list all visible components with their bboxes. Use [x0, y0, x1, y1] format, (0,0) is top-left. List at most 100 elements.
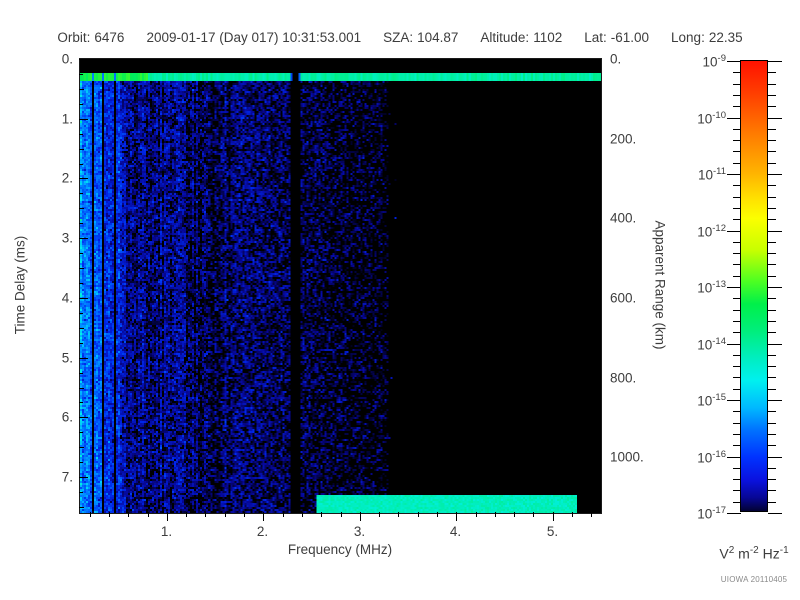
- ionogram-plot-area: [79, 58, 602, 514]
- x-tick-label: 1.: [160, 524, 173, 539]
- colorbar-tick-minor: [768, 365, 776, 367]
- colorbar-label-mantissa: 10: [697, 166, 713, 182]
- y-tick-right-minor: [596, 416, 601, 418]
- colorbar-label-exponent: -9: [717, 52, 726, 64]
- y-tick-left-minor: [79, 506, 84, 508]
- unit-v: V: [719, 545, 729, 562]
- x-tick-minor: [243, 512, 245, 517]
- colorbar-tick-major: [768, 343, 782, 345]
- y-tick-left-minor: [79, 401, 83, 403]
- y-tick-right-minor: [596, 177, 601, 179]
- x-tick-major: [552, 512, 554, 521]
- y-tick-label-right: 400.: [610, 210, 637, 225]
- colorbar-label-mantissa: 10: [697, 449, 713, 465]
- y-tick-label-left: 7.: [61, 469, 73, 484]
- colorbar-tick-label: 10-14: [686, 335, 726, 352]
- y-tick-left-minor: [79, 342, 83, 344]
- y-tick-label-left: 5.: [61, 350, 73, 365]
- x-tick-minor: [397, 512, 399, 517]
- colorbar-label-exponent: -13: [712, 278, 726, 290]
- colorbar-tick-minor: [768, 501, 776, 503]
- colorbar-tick-minor: [733, 320, 741, 322]
- colorbar-tick-minor: [733, 105, 741, 107]
- colorbar-label-mantissa: 10: [697, 336, 713, 352]
- x-tick-minor: [475, 512, 477, 517]
- colorbar-tick-major: [727, 173, 741, 175]
- y-tick-right-major: [592, 377, 601, 379]
- colorbar-tick-major: [768, 117, 782, 119]
- colorbar-tick-minor: [768, 297, 776, 299]
- x-tick-major: [166, 512, 168, 521]
- colorbar-tick-minor: [733, 207, 741, 209]
- y-tick-label-left: 0.: [61, 51, 73, 66]
- colorbar-tick-minor: [733, 297, 741, 299]
- y-tick-left-minor: [79, 461, 83, 463]
- y-tick-left-minor: [79, 73, 83, 75]
- y-tick-left-minor: [79, 133, 83, 135]
- y-tick-left-minor: [79, 103, 83, 105]
- colorbar-tick-minor: [733, 139, 741, 141]
- y-tick-left-minor: [79, 387, 84, 389]
- colorbar-tick-minor: [768, 388, 776, 390]
- colorbar-tick-minor: [768, 309, 776, 311]
- y-tick-label-right: 600.: [610, 290, 637, 305]
- header-field-label: Orbit:: [57, 30, 91, 45]
- y-tick-left-major: [79, 416, 88, 418]
- y-tick-left-minor: [79, 88, 84, 90]
- y-tick-left-minor: [79, 431, 83, 433]
- colorbar-tick-minor: [733, 309, 741, 311]
- colorbar-label-mantissa: 10: [702, 53, 718, 69]
- colorbar-tick-minor: [733, 275, 741, 277]
- y-tick-label-left: 3.: [61, 230, 73, 245]
- colorbar-tick-minor: [733, 252, 741, 254]
- colorbar-label-exponent: -15: [712, 391, 726, 403]
- y-tick-left-minor: [79, 267, 84, 269]
- colorbar-tick-major: [727, 456, 741, 458]
- y-tick-right-major: [592, 297, 601, 299]
- colorbar-label-mantissa: 10: [697, 392, 713, 408]
- colorbar-tick-label: 10-17: [686, 504, 726, 521]
- x-tick-minor: [513, 512, 515, 517]
- colorbar-label-mantissa: 10: [697, 110, 713, 126]
- colorbar-tick-major: [768, 173, 782, 175]
- colorbar-tick-label: 10-11: [686, 165, 726, 182]
- colorbar-tick-minor: [733, 354, 741, 356]
- y-axis-title-left: Time Delay (ms): [12, 235, 28, 335]
- colorbar-tick-major: [768, 456, 782, 458]
- spectrogram-heatmap: [80, 59, 601, 513]
- y-tick-left-minor: [79, 282, 83, 284]
- x-tick-minor: [571, 512, 573, 517]
- colorbar-tick-label: 10-12: [686, 222, 726, 239]
- colorbar-tick-minor: [768, 196, 776, 198]
- colorbar-tick-minor: [768, 83, 776, 85]
- x-tick-label: 4.: [449, 524, 462, 539]
- colorbar-tick-major: [768, 230, 782, 232]
- colorbar-tick-major: [727, 343, 741, 345]
- colorbar-tick-minor: [768, 433, 776, 435]
- header-field: Long: 22.35: [671, 30, 743, 45]
- colorbar-tick-minor: [733, 422, 741, 424]
- colorbar-tick-major: [727, 117, 741, 119]
- y-tick-left-minor: [79, 192, 83, 194]
- x-tick-minor: [127, 512, 129, 517]
- colorbar-tick-minor: [733, 478, 741, 480]
- colorbar-tick-minor: [733, 444, 741, 446]
- colorbar-tick-minor: [768, 410, 776, 412]
- header-field: SZA: 104.87: [383, 30, 458, 45]
- x-tick-minor: [147, 512, 149, 517]
- x-tick-minor: [89, 512, 91, 517]
- y-tick-right-minor: [596, 98, 601, 100]
- header-field-value: 104.87: [417, 30, 459, 45]
- y-tick-label-right: 200.: [610, 131, 637, 146]
- x-tick-minor: [320, 512, 322, 517]
- colorbar-label-mantissa: 10: [697, 505, 713, 521]
- colorbar-tick-label: 10-13: [686, 278, 726, 295]
- colorbar-tick-label: 10-9: [686, 52, 726, 69]
- x-tick-minor: [204, 512, 206, 517]
- y-axis-title-right: Apparent Range (km): [652, 220, 668, 350]
- colorbar-tick-minor: [768, 478, 776, 480]
- colorbar-tick-minor: [768, 94, 776, 96]
- colorbar-tick-minor: [768, 489, 776, 491]
- x-tick-label: 3.: [353, 524, 366, 539]
- y-tick-left-major: [79, 177, 88, 179]
